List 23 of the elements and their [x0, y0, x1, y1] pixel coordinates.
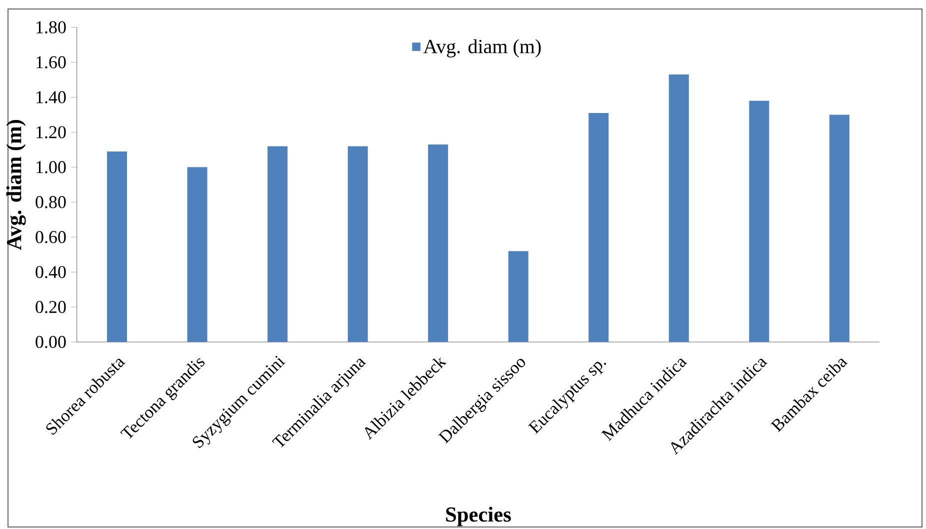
bar [588, 112, 609, 342]
y-tick-label: 1.80 [36, 21, 66, 34]
y-tick-label: 1.60 [36, 56, 66, 68]
bar [268, 146, 288, 342]
bar [428, 144, 448, 342]
y-tick-label: 0.60 [36, 230, 66, 244]
y-tick-label: 0.80 [36, 196, 66, 208]
legend-label: Avg. diam (m) [423, 39, 541, 58]
y-tick-label: 0.20 [36, 300, 66, 314]
bar [187, 167, 208, 342]
y-axis-title: Avg. diam (m) [6, 120, 26, 250]
y-tick-label: 1.20 [36, 126, 66, 138]
bar [348, 146, 368, 342]
bar [829, 114, 850, 342]
x-axis-title: Species [446, 506, 511, 526]
bar [668, 74, 689, 342]
bar [107, 151, 128, 342]
bar [508, 251, 528, 342]
y-tick-label: 1.40 [36, 91, 66, 104]
y-tick-label: 1.00 [36, 161, 66, 174]
y-tick-label: 0.00 [36, 336, 66, 348]
y-tick-label: 0.40 [36, 266, 66, 278]
bar [749, 100, 770, 342]
